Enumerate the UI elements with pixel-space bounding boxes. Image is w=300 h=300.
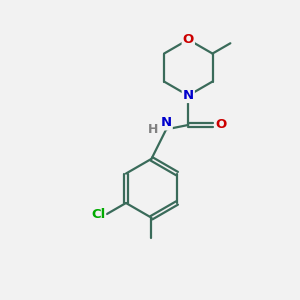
Text: H: H [148,123,158,136]
Text: Cl: Cl [91,208,105,220]
Text: N: N [160,116,172,129]
Text: N: N [183,89,194,102]
Text: O: O [215,118,226,131]
Text: O: O [183,33,194,46]
